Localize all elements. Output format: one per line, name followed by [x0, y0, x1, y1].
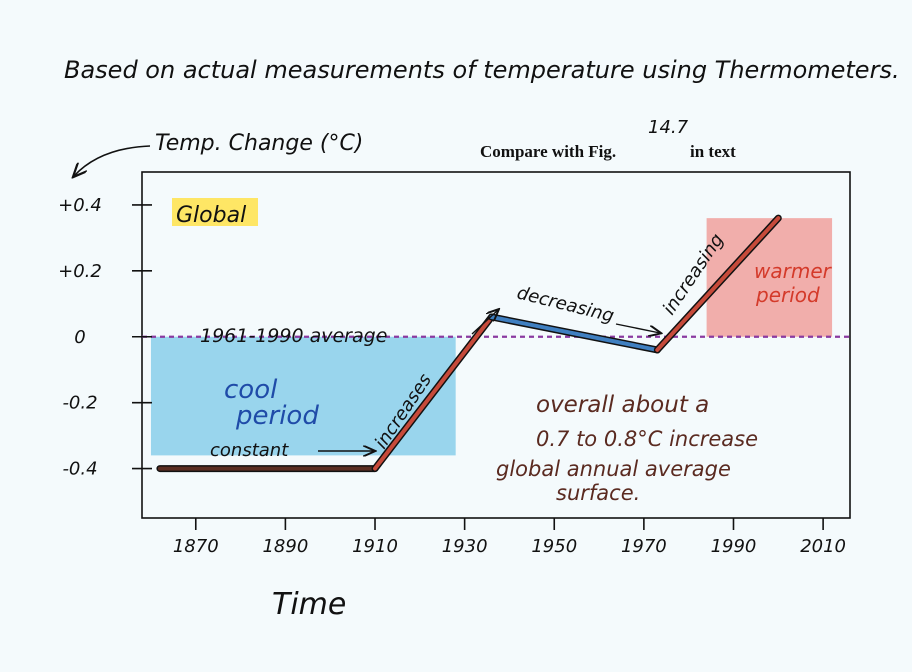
compare-note: Compare with Fig.: [480, 142, 616, 161]
global-highlight: [172, 198, 258, 226]
constant-label: constant: [210, 440, 289, 461]
plot-frame: [141, 171, 851, 519]
series-segment-3: [655, 216, 781, 352]
overall-note-line4: surface.: [556, 481, 640, 505]
y-axis-label: Temp. Change (°C): [155, 131, 363, 156]
increases-arrow: [471, 310, 498, 335]
ylabel-arrow: [74, 145, 151, 176]
y-tick-label: +0.4: [58, 195, 102, 216]
x-tick-label-2010: 2010: [800, 536, 846, 557]
compare-note-figure: 14.7: [648, 117, 689, 138]
warmer-label: warmer: [754, 259, 833, 283]
x-axis-label: Time: [272, 587, 346, 622]
y-tick-label: 0: [74, 327, 85, 348]
series-segment-2: [489, 314, 660, 352]
x-tick-label-1930: 1930: [442, 536, 488, 557]
cool-label: cool: [224, 375, 278, 405]
overall-note-line3: global annual average: [496, 457, 731, 481]
x-tick-label-1870: 1870: [173, 536, 219, 557]
decreasing-arrow: [615, 323, 660, 333]
y-tick-label: +0.2: [58, 261, 102, 282]
cool-period-label: period: [235, 401, 319, 431]
overall-note-line2: 0.7 to 0.8°C increase: [536, 427, 758, 451]
region-label: Global: [176, 203, 246, 228]
overall-note-line1: overall about a: [536, 392, 709, 418]
series-temperature: [156, 214, 782, 473]
decreasing-label: decreasing: [515, 282, 616, 326]
y-tick-label: -0.4: [62, 459, 97, 480]
chart-title-line1: Based on actual measurements of temperat…: [64, 56, 900, 84]
x-tick-label-1970: 1970: [621, 536, 667, 557]
axis-ticks: 1870 1890 1910 1930 1950 1970 1990 2010 +0.4 +0.2…: [58, 195, 846, 557]
average-line-label: 1961-1990 average: [200, 325, 387, 347]
series-segment-1: [373, 314, 494, 471]
compare-note-suffix: in text: [690, 142, 736, 161]
x-tick-label-1990: 1990: [711, 536, 757, 557]
y-tick-label: -0.2: [62, 393, 97, 414]
cool-period-shading: [150, 336, 456, 456]
x-tick-label-1890: 1890: [262, 536, 308, 557]
x-tick-label-1950: 1950: [531, 536, 577, 557]
x-tick-label-1910: 1910: [352, 536, 398, 557]
warmer-period-label: period: [755, 283, 820, 307]
